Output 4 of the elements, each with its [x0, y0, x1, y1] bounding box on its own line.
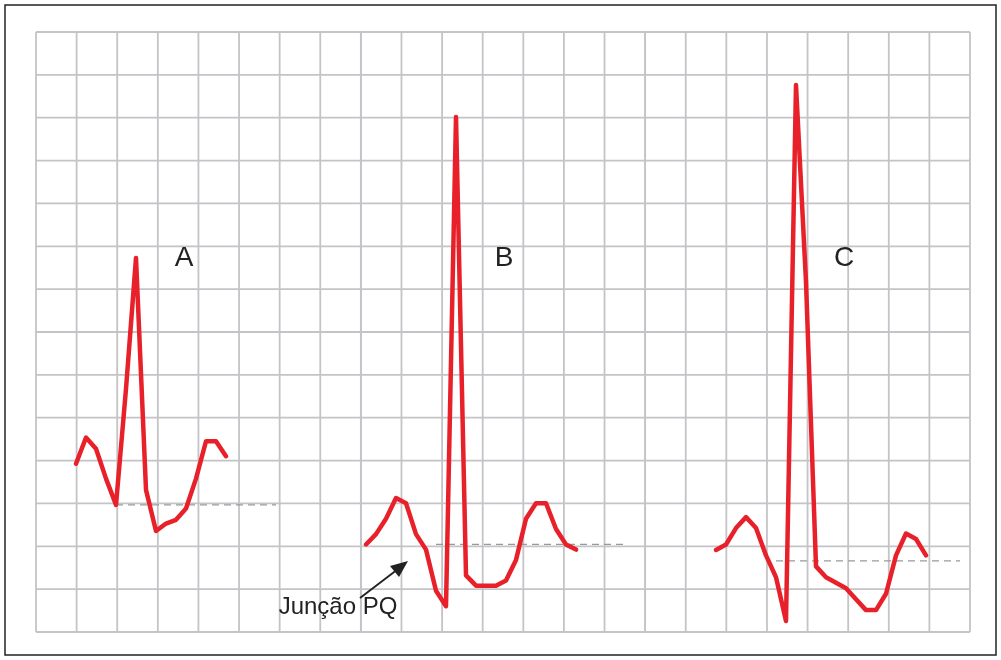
annotation: C	[833, 241, 855, 272]
annotation: Junção PQ	[278, 592, 398, 619]
annotation: B	[494, 241, 514, 272]
annotation: A	[174, 241, 194, 272]
